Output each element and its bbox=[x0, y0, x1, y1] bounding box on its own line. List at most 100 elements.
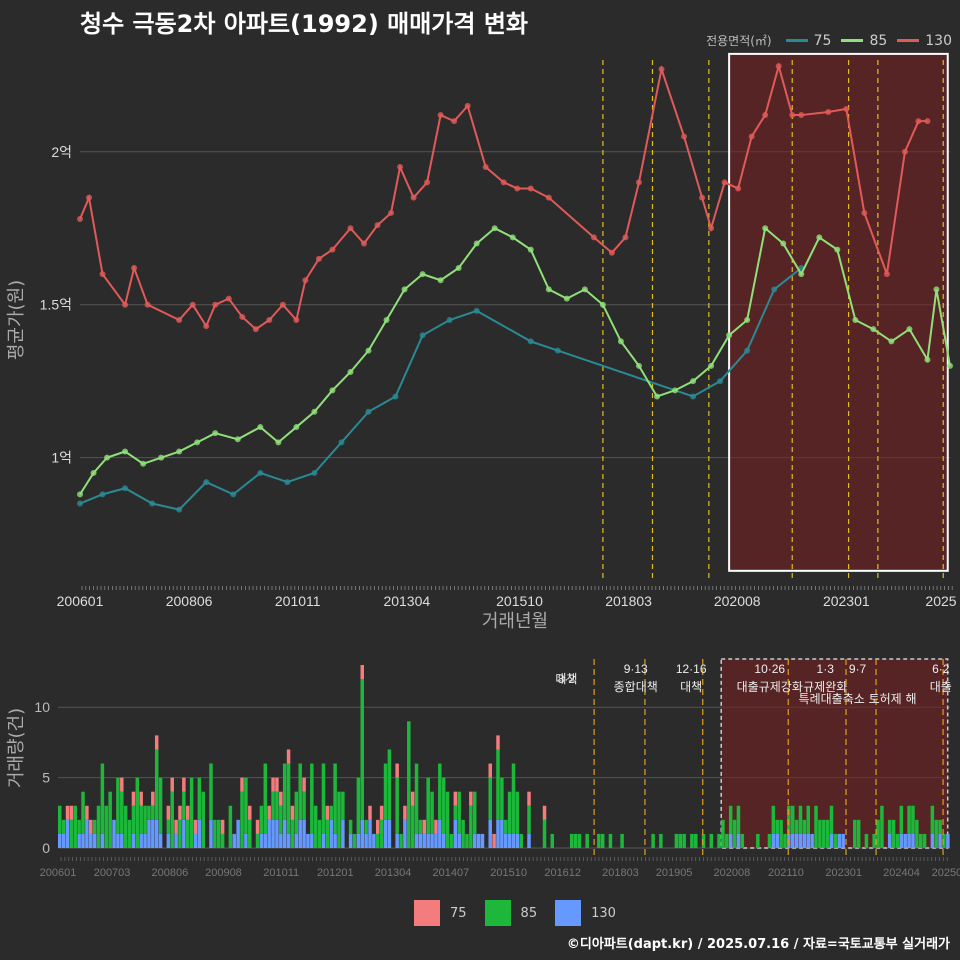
data-point-85 bbox=[635, 362, 642, 369]
x-axis-title: 거래년월 bbox=[482, 611, 548, 632]
bar-130 bbox=[139, 833, 143, 848]
bar-x-tick-label: 200703 bbox=[94, 867, 131, 879]
bar-130 bbox=[143, 833, 147, 848]
data-point-130 bbox=[464, 102, 471, 109]
bar-85 bbox=[147, 805, 151, 820]
bar-130 bbox=[348, 833, 353, 848]
bar-85 bbox=[732, 819, 737, 848]
bar-85 bbox=[856, 819, 861, 848]
bar-130 bbox=[294, 833, 299, 848]
bar-85 bbox=[507, 791, 512, 834]
bar-130 bbox=[903, 833, 907, 848]
x-tick-label: 202008 bbox=[714, 593, 761, 609]
bar-85 bbox=[81, 791, 85, 834]
bar-130 bbox=[333, 833, 337, 848]
bar-85 bbox=[116, 777, 120, 834]
data-point-85 bbox=[563, 295, 570, 302]
bar-75 bbox=[527, 791, 531, 806]
bar-x-tick-label: 200806 bbox=[151, 867, 188, 879]
bar-85 bbox=[717, 833, 721, 848]
x-tick-label: 2025 bbox=[925, 593, 956, 609]
bar-x-tick-label: 201510 bbox=[490, 867, 527, 879]
bar-85 bbox=[158, 777, 163, 834]
bar-85 bbox=[620, 833, 624, 848]
bar-75 bbox=[166, 805, 171, 820]
bar-130 bbox=[112, 819, 116, 848]
bar-85 bbox=[728, 805, 733, 834]
data-point-75 bbox=[771, 286, 778, 293]
data-point-130 bbox=[789, 112, 796, 119]
data-point-130 bbox=[681, 133, 688, 140]
data-point-130 bbox=[189, 301, 196, 308]
bar-85 bbox=[942, 833, 946, 848]
bar-130 bbox=[728, 833, 733, 848]
bar-130 bbox=[480, 833, 485, 848]
bottom-swatch-75 bbox=[414, 900, 440, 926]
data-point-130 bbox=[77, 216, 83, 223]
data-point-85 bbox=[104, 454, 111, 461]
bar-x-tick-label: 201905 bbox=[656, 867, 693, 879]
y-tick-label: 1.5억 bbox=[40, 297, 72, 313]
annotation-text: 규제완화 bbox=[803, 680, 847, 694]
bar-130 bbox=[387, 819, 392, 848]
bar-130 bbox=[120, 833, 124, 848]
bar-130 bbox=[802, 833, 807, 848]
bar-75 bbox=[193, 819, 198, 834]
data-point-85 bbox=[365, 347, 372, 354]
bar-130 bbox=[89, 833, 93, 848]
bar-85 bbox=[271, 791, 275, 820]
bar-85 bbox=[414, 763, 419, 834]
annotation-text: 대책 bbox=[680, 679, 702, 694]
bar-x-tick-label: 201304 bbox=[375, 867, 412, 879]
bar-85 bbox=[457, 791, 461, 834]
bar-75 bbox=[395, 763, 399, 778]
bar-130 bbox=[166, 833, 171, 848]
bar-85 bbox=[441, 777, 446, 834]
bar-85 bbox=[317, 819, 322, 848]
bar-130 bbox=[829, 833, 834, 848]
bar-130 bbox=[438, 819, 442, 848]
bar-85 bbox=[891, 819, 896, 848]
bar-75 bbox=[151, 791, 155, 806]
data-point-85 bbox=[744, 317, 751, 323]
bar-130 bbox=[476, 833, 481, 848]
bar-130 bbox=[197, 819, 202, 848]
bar-75 bbox=[290, 805, 295, 820]
bar-85 bbox=[818, 819, 822, 848]
bar-130 bbox=[302, 819, 306, 848]
data-point-85 bbox=[401, 286, 408, 293]
data-point-130 bbox=[825, 109, 832, 115]
bar-130 bbox=[775, 833, 779, 848]
bar-85 bbox=[597, 833, 601, 848]
data-point-130 bbox=[775, 63, 782, 70]
bar-85 bbox=[461, 819, 465, 848]
data-point-130 bbox=[924, 118, 931, 125]
bar-85 bbox=[430, 791, 434, 834]
bar-85 bbox=[899, 805, 904, 834]
annotation-date: 9·7 bbox=[849, 662, 867, 676]
data-point-85 bbox=[599, 301, 606, 308]
bar-85 bbox=[907, 805, 911, 834]
data-point-75 bbox=[365, 408, 372, 415]
bar-130 bbox=[457, 833, 461, 848]
bar-85 bbox=[833, 833, 838, 848]
bar-85 bbox=[542, 819, 547, 848]
bar-85 bbox=[108, 791, 112, 848]
annotation-date: 12·16 bbox=[676, 662, 707, 676]
annotation-date: 1·3 bbox=[817, 662, 835, 676]
bar-85 bbox=[918, 833, 923, 848]
bar-x-tick-label: 200908 bbox=[205, 867, 242, 879]
data-point-85 bbox=[852, 317, 859, 323]
data-point-130 bbox=[410, 194, 417, 201]
x-tick-label: 201510 bbox=[496, 593, 543, 609]
bar-75 bbox=[271, 777, 275, 792]
bar-130 bbox=[426, 833, 430, 848]
bar-85 bbox=[73, 805, 78, 848]
bar-85 bbox=[228, 805, 233, 848]
bar-130 bbox=[65, 819, 70, 848]
data-point-85 bbox=[933, 286, 940, 293]
data-point-85 bbox=[90, 469, 97, 476]
bar-130 bbox=[232, 833, 237, 848]
bar-130 bbox=[356, 833, 361, 848]
